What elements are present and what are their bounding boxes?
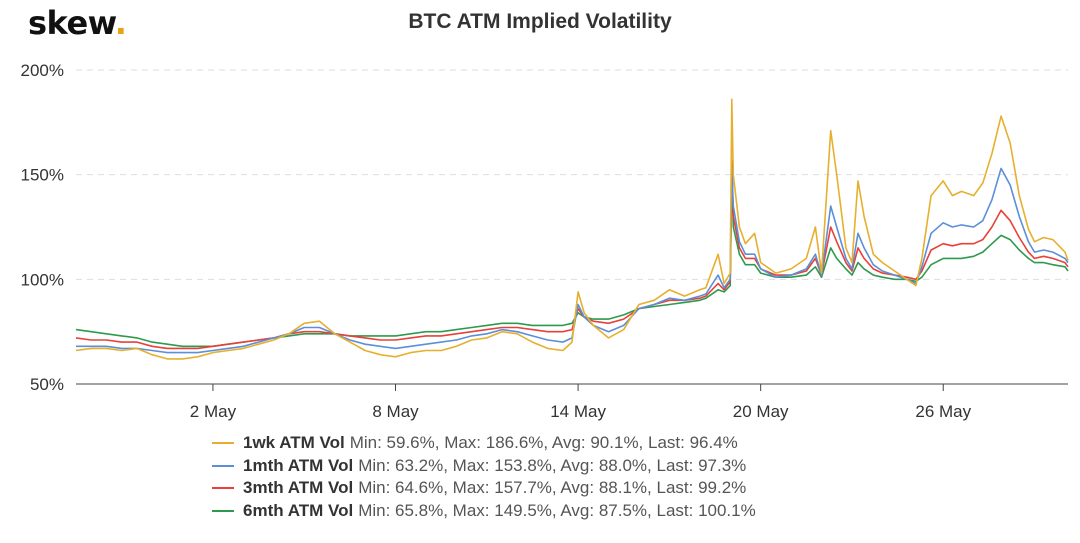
y-tick-label: 150% [21,166,64,185]
series-line-1mth [76,167,1069,354]
legend-item-6mth[interactable]: 6mth ATM Vol Min: 65.8%, Max: 149.5%, Avg… [212,500,756,522]
series-lines [75,98,1069,360]
y-tick-label: 50% [30,375,64,394]
x-axis: 2 May 8 May 14 May 20 May 26 May [76,383,1068,421]
legend-item-1wk[interactable]: 1wk ATM Vol Min: 59.6%, Max: 186.6%, Avg:… [212,432,756,454]
logo-dot: . [114,4,127,42]
y-axis-ticks: 50% 100% 150% 200% [21,61,64,394]
legend-series-stats: Min: 63.2%, Max: 153.8%, Avg: 88.0%, Las… [358,455,747,475]
x-tick-label: 14 May [550,402,606,421]
x-tick-label: 8 May [372,402,419,421]
chart-legend: 1wk ATM Vol Min: 59.6%, Max: 186.6%, Avg:… [212,432,756,522]
legend-item-1mth[interactable]: 1mth ATM Vol Min: 63.2%, Max: 153.8%, Avg… [212,455,756,477]
y-tick-label: 200% [21,61,64,80]
chart-title: BTC ATM Implied Volatility [408,10,672,33]
y-tick-label: 100% [21,270,64,289]
legend-series-name: 3mth ATM Vol [243,478,354,497]
legend-swatch [212,487,234,489]
skew-logo: skew. [28,4,127,42]
series-line-1wk [75,98,1069,360]
logo-text: skew [28,4,115,42]
legend-series-name: 6mth ATM Vol [243,500,354,520]
legend-series-stats: Min: 64.6%, Max: 157.7%, Avg: 88.1%, Las… [358,478,747,497]
x-tick-label: 26 May [915,402,971,421]
legend-swatch [212,509,234,512]
volatility-chart: 50% 100% 150% 200% 2 May 8 May 14 May 20 May 26… [21,61,1069,421]
gridlines [76,69,1068,280]
legend-item-3mth[interactable]: 3mth ATM Vol Min: 64.6%, Max: 157.7%, Avg… [212,477,756,499]
series-line-3mth [75,159,1069,350]
legend-series-name: 1mth ATM Vol [243,455,354,475]
legend-series-stats: Min: 59.6%, Max: 186.6%, Avg: 90.1%, Las… [349,433,738,452]
legend-series-stats: Min: 65.8%, Max: 149.5%, Avg: 87.5%, Las… [358,500,756,520]
x-tick-label: 2 May [190,402,237,421]
legend-swatch [212,442,234,444]
series-line-6mth [75,176,1069,348]
legend-series-name: 1wk ATM Vol [243,433,345,452]
x-tick-label: 20 May [733,402,789,421]
legend-swatch [212,464,234,467]
